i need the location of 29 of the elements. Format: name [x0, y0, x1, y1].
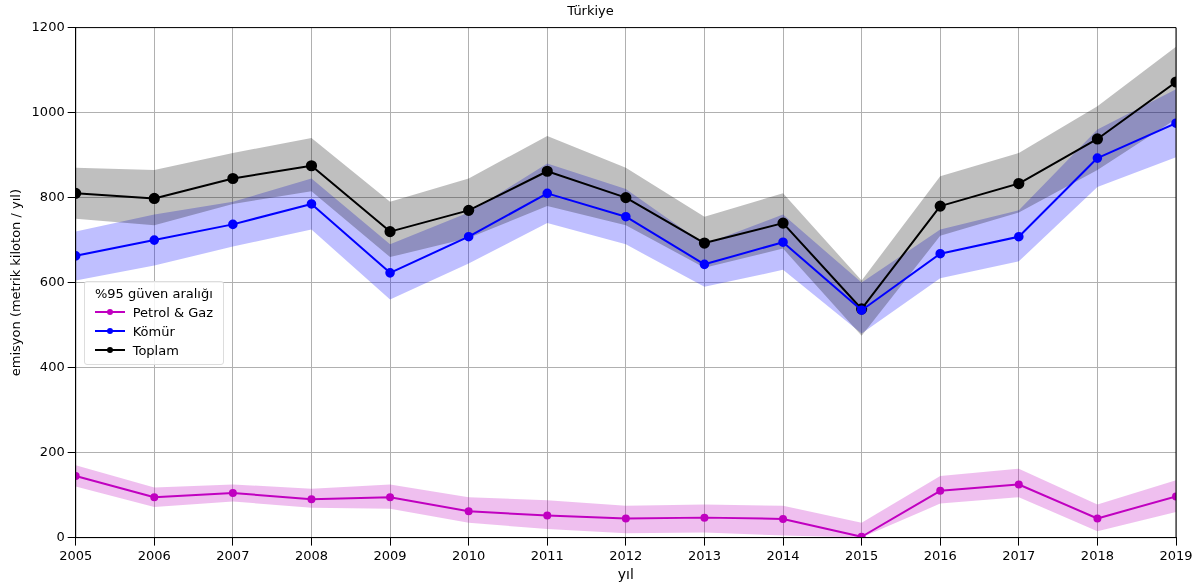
x-tick-label: 2017 — [1002, 547, 1036, 563]
y-tick-label: 800 — [39, 188, 65, 204]
legend-label: Petrol & Gaz — [132, 304, 214, 320]
y-tick-label: 400 — [39, 358, 65, 374]
x-tick-label: 2012 — [609, 547, 643, 563]
y-tick-label: 0 — [56, 528, 65, 544]
x-tick-label: 2019 — [1159, 547, 1193, 563]
chart-title: Türkiye — [566, 3, 614, 19]
x-tick-label: 2013 — [687, 547, 721, 563]
legend-title: %95 güven aralığı — [94, 285, 214, 301]
y-tick-label: 200 — [39, 443, 65, 459]
x-tick-label: 2014 — [766, 547, 800, 563]
x-tick-label: 2007 — [216, 547, 250, 563]
x-tick-label: 2016 — [923, 547, 957, 563]
x-axis-title: yıl — [617, 566, 634, 583]
x-tick-label: 2006 — [137, 547, 171, 563]
x-tick-label: 2011 — [530, 547, 564, 563]
y-tick-label: 600 — [39, 273, 65, 289]
y-tick-label: 1000 — [31, 103, 65, 119]
x-tick-label: 2005 — [59, 547, 93, 563]
x-tick-label: 2018 — [1080, 547, 1114, 563]
y-axis-title: emisyon (metrik kiloton / yıl) — [8, 189, 24, 377]
x-tick-label: 2008 — [294, 547, 329, 563]
legend-label: Toplam — [132, 342, 179, 358]
y-tick-label: 1200 — [31, 18, 65, 34]
x-tick-label: 2010 — [452, 547, 486, 563]
x-tick-label: 2009 — [373, 547, 407, 563]
legend-label: Kömür — [132, 323, 175, 339]
x-tick-label: 2015 — [845, 547, 879, 563]
